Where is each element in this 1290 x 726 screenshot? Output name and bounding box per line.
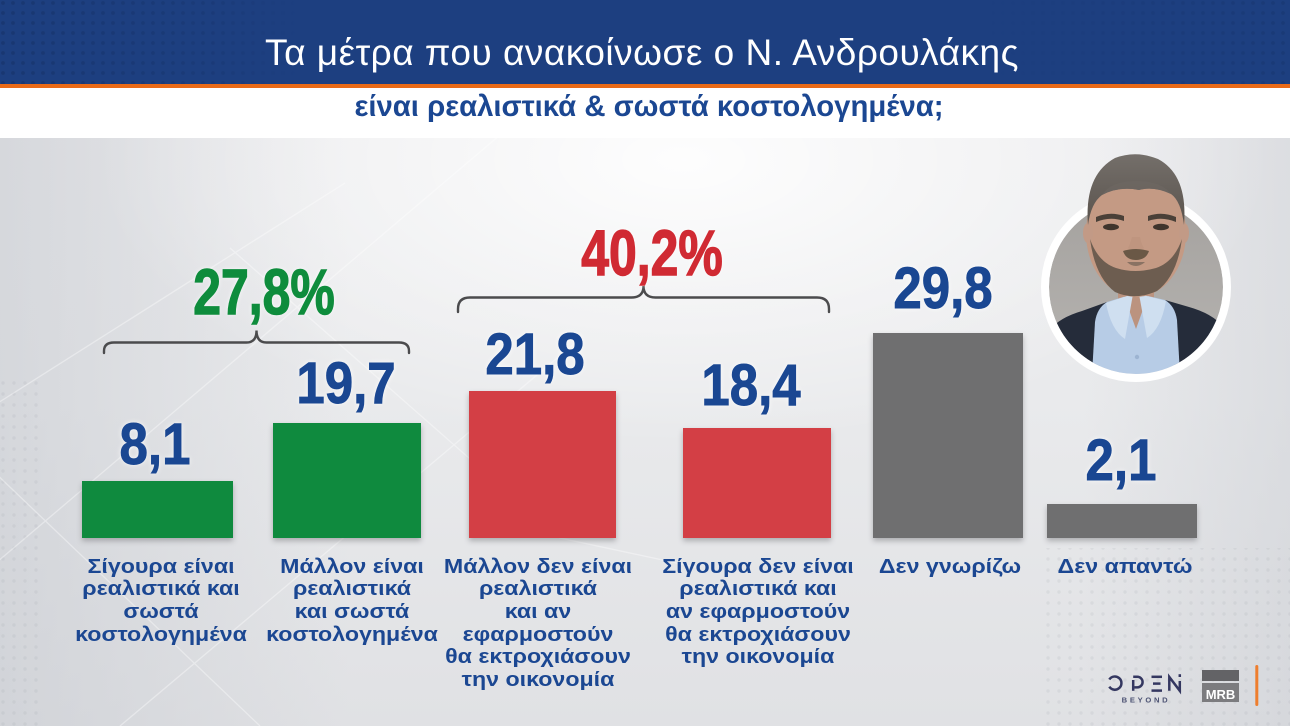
svg-text:BEYOND: BEYOND	[1122, 696, 1171, 705]
svg-text:MRB: MRB	[1206, 687, 1236, 702]
